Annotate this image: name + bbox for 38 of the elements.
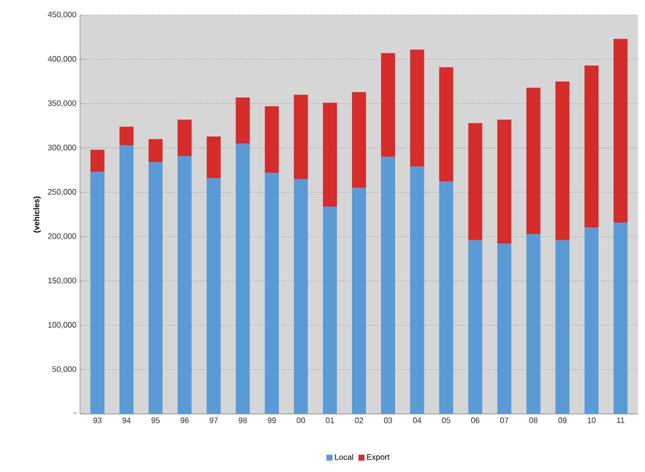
bar (294, 179, 308, 414)
bar (264, 106, 279, 173)
bar (555, 81, 570, 240)
bar (526, 234, 540, 414)
bar (322, 206, 337, 414)
bar (468, 240, 482, 414)
bar (148, 139, 163, 162)
bar (236, 97, 250, 144)
bar (381, 53, 396, 157)
bar (90, 150, 104, 172)
bar (497, 120, 512, 244)
bar (206, 136, 221, 178)
bar (410, 50, 424, 167)
bar (236, 144, 250, 414)
bar (468, 123, 482, 240)
bar (148, 162, 163, 414)
bar (178, 156, 192, 414)
bar (120, 126, 134, 146)
bar (294, 94, 308, 180)
bar (322, 102, 337, 207)
bar (381, 156, 396, 414)
bar (90, 172, 104, 414)
bar (584, 228, 599, 414)
bar (352, 188, 366, 414)
bar (497, 244, 512, 414)
bar (410, 166, 424, 414)
bar (178, 120, 192, 156)
bar (526, 88, 540, 234)
bar (439, 182, 454, 414)
bar (584, 66, 599, 228)
bar (614, 38, 628, 222)
bar (555, 240, 570, 414)
bar (264, 172, 279, 414)
bar (352, 92, 366, 188)
bar (439, 67, 454, 182)
bar (206, 178, 221, 414)
bar (120, 145, 134, 414)
bar (614, 222, 628, 414)
